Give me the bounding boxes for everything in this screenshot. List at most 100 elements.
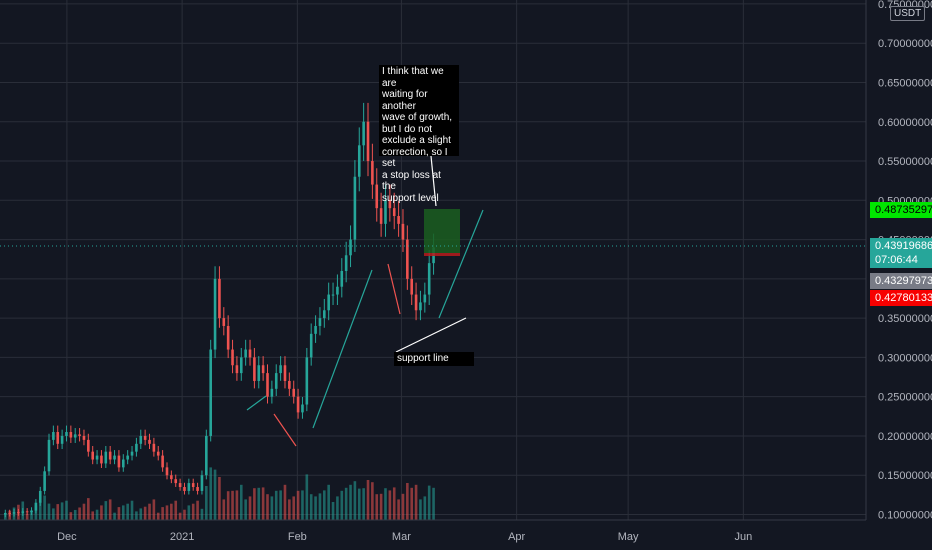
candle-body	[187, 483, 191, 491]
candle-body	[406, 239, 409, 279]
volume-bar	[104, 501, 108, 520]
volume-bar	[309, 494, 313, 520]
trend-line-down	[273, 413, 297, 447]
y-tick-label: 0.60000000	[878, 117, 932, 129]
candle-body	[113, 455, 116, 460]
candle-body	[135, 443, 138, 452]
candle-body	[362, 121, 365, 146]
volume-bar	[183, 509, 186, 520]
x-tick-label: Jun	[734, 531, 752, 543]
candle-body	[213, 278, 217, 350]
candle-body	[296, 396, 300, 413]
candle-body	[419, 302, 422, 311]
candle-body	[239, 357, 243, 374]
candle-body	[423, 294, 427, 303]
candle-body	[178, 483, 182, 488]
volume-bar	[43, 495, 46, 520]
volume-bar	[65, 500, 68, 520]
candle-body	[226, 325, 230, 350]
candle-body	[384, 200, 387, 224]
volume-bar	[301, 490, 304, 520]
volume-bar	[152, 499, 156, 520]
currency-badge[interactable]: USDT	[890, 6, 926, 21]
volume-bar	[52, 508, 55, 520]
candle-body	[174, 479, 178, 484]
candle-body	[283, 365, 287, 381]
candle-body	[156, 451, 160, 456]
volume-bar	[226, 491, 230, 520]
trend-drawings	[0, 155, 866, 447]
candle-body	[8, 512, 11, 514]
support-line	[395, 317, 467, 353]
volume-bar	[235, 490, 239, 520]
candle-body	[100, 455, 103, 464]
volume-bar	[366, 480, 370, 520]
volume-bar	[170, 503, 173, 520]
volume-bar	[130, 500, 134, 520]
price-tag-current: 0.43919686 07:06:44	[870, 238, 932, 268]
volume-bar	[56, 504, 60, 520]
volume-bar	[121, 505, 125, 520]
volume-bar	[117, 507, 121, 520]
candle-body	[392, 208, 396, 217]
y-tick-label: 0.30000000	[878, 352, 932, 364]
candle-body	[222, 318, 226, 326]
volume-bar	[174, 500, 178, 520]
candle-body	[21, 511, 25, 513]
volume-bar	[139, 508, 143, 520]
volume-bar	[340, 490, 344, 520]
volume-bar	[95, 509, 99, 520]
candle-body	[117, 455, 121, 468]
candle-body	[244, 349, 247, 358]
candle-body	[253, 357, 256, 381]
candle-body	[270, 388, 274, 397]
volume-bar	[213, 469, 217, 520]
volume-bar	[222, 499, 226, 520]
volume-bar	[296, 490, 300, 520]
candle-body	[261, 365, 265, 374]
volume-bar	[165, 505, 169, 520]
volume-bar	[113, 512, 116, 520]
y-tick-label: 0.55000000	[878, 156, 932, 168]
x-axis-ticks: Dec 2021 Feb Mar Apr May Jun	[57, 531, 752, 543]
annotation-support-line[interactable]: support line	[394, 352, 474, 366]
volume-bar	[196, 500, 199, 520]
volume-bar	[283, 484, 287, 520]
candle-body	[161, 455, 164, 468]
candle-body	[288, 380, 291, 389]
candle-body	[47, 439, 51, 472]
candle-body	[371, 161, 374, 185]
candle-body	[292, 388, 296, 397]
candle-body	[218, 278, 221, 319]
volume-bar	[314, 496, 317, 520]
candle-body	[366, 121, 370, 162]
volume-bar	[87, 498, 90, 520]
candle-body	[357, 145, 361, 177]
y-tick-label: 0.35000000	[878, 313, 932, 325]
volume-bar	[209, 467, 212, 520]
volume-bar	[305, 474, 309, 520]
candle-body	[104, 451, 108, 464]
candle-body	[78, 434, 81, 436]
volume-bar	[362, 488, 365, 520]
candle-body	[410, 278, 414, 295]
volume-bar	[244, 499, 247, 520]
volume-bar	[270, 496, 274, 520]
x-tick-label: Feb	[288, 531, 307, 543]
candle-body	[121, 459, 125, 468]
candle-body	[56, 432, 60, 444]
volume-bar	[288, 499, 291, 520]
candle-body	[305, 357, 309, 405]
volume-bars	[4, 467, 435, 520]
volume-bar	[266, 494, 269, 520]
annotation-note[interactable]: I think that we are waiting for another …	[379, 65, 459, 204]
candle-body	[309, 333, 313, 358]
candle-body	[4, 512, 7, 515]
candle-body	[200, 475, 204, 491]
candle-countdown: 07:06:44	[875, 254, 918, 266]
candle-body	[349, 239, 352, 256]
candle-body	[331, 294, 335, 296]
volume-bar	[327, 484, 330, 520]
y-tick-label: 0.25000000	[878, 392, 932, 404]
